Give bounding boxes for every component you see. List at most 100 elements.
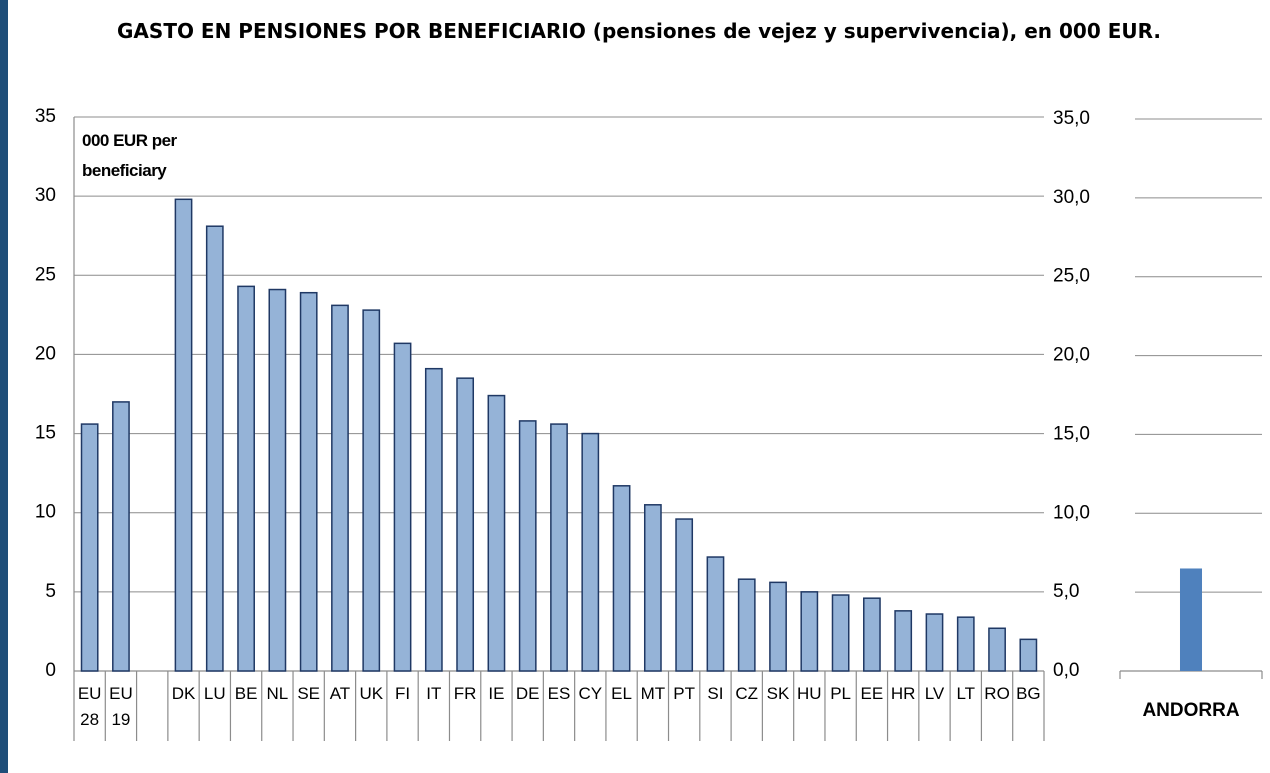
- bar: [612, 485, 631, 672]
- x-tick-label-box: LU: [203, 684, 226, 703]
- y-tick-label: 5: [45, 581, 56, 602]
- x-tick-label: ES: [547, 684, 571, 703]
- bar: [1179, 568, 1203, 671]
- x-tick-label-box: DE: [515, 684, 540, 703]
- x-tick-label-box: AT: [329, 684, 351, 703]
- x-tick-label: IT: [426, 684, 442, 703]
- bar: [863, 597, 881, 672]
- x-tick-label-box: EU 28: [77, 684, 102, 729]
- bar: [112, 401, 130, 672]
- x-tick-label-box: PL: [830, 684, 851, 703]
- bar: [706, 556, 725, 672]
- x-tick-label-box: HR: [890, 684, 916, 703]
- y-tick-label: 35: [35, 106, 56, 127]
- x-tick-label-box: CY: [578, 684, 603, 703]
- x-tick-label: DK: [171, 684, 196, 703]
- x-tick-label: PL: [830, 684, 851, 703]
- x-tick-label: PT: [673, 684, 696, 703]
- x-tick-label: ANDORRA: [1142, 700, 1239, 721]
- x-tick-label: EE: [860, 684, 884, 703]
- x-tick-label: MT: [640, 684, 666, 703]
- bar: [424, 367, 443, 672]
- x-tick-label-box: SI: [707, 684, 724, 703]
- bar: [769, 581, 787, 672]
- x-tick-label: HR: [890, 684, 916, 703]
- x-tick-label-box: DK: [171, 684, 196, 703]
- x-tick-label: CZ: [735, 684, 759, 703]
- bar: [362, 309, 381, 672]
- x-tick-label: FI: [394, 684, 411, 703]
- y-tick-label: 0: [45, 660, 56, 681]
- y-tick-label: 15: [35, 423, 56, 444]
- x-tick-label-box: FR: [453, 684, 477, 703]
- x-tick-label: LT: [956, 684, 976, 703]
- x-tick-label: EU 28: [77, 684, 102, 729]
- x-tick-label: HU: [797, 684, 822, 703]
- bar: [831, 594, 850, 672]
- x-tick-label-box: BG: [1016, 684, 1041, 703]
- y-tick-label: 20: [35, 343, 56, 364]
- bar: [925, 613, 944, 672]
- x-tick-label-box: RO: [984, 684, 1010, 703]
- x-tick-label-box: EE: [860, 684, 884, 703]
- x-tick-label-box: CZ: [735, 684, 759, 703]
- y-tick-label: 30: [35, 185, 56, 206]
- x-tick-label-box: HU: [797, 684, 822, 703]
- x-tick-label-box: IT: [426, 684, 442, 703]
- x-tick-label: RO: [984, 684, 1010, 703]
- x-tick-label: IE: [488, 684, 505, 703]
- x-tick-label: CY: [578, 684, 603, 703]
- bar: [1019, 638, 1038, 672]
- x-tick-label-box: BE: [235, 684, 258, 703]
- x-tick-label: LU: [203, 684, 226, 703]
- bar: [205, 225, 224, 672]
- y-tick-label: 15,0: [1053, 423, 1090, 444]
- y-tick-label: 10,0: [1053, 502, 1090, 523]
- x-tick-label-box: ES: [547, 684, 571, 703]
- x-tick-label: BG: [1016, 684, 1041, 703]
- bar: [237, 285, 255, 672]
- bar: [737, 578, 756, 672]
- bar: [800, 591, 819, 672]
- x-tick-label-box: EL: [611, 684, 632, 703]
- x-tick-label-box: EU 19: [109, 684, 133, 729]
- bar: [456, 377, 475, 672]
- bar: [487, 394, 506, 672]
- bar: [518, 420, 537, 672]
- x-tick-label: SK: [766, 684, 790, 703]
- bar: [894, 610, 913, 672]
- bar: [80, 423, 99, 672]
- x-tick-label: SI: [707, 684, 724, 703]
- bar: [299, 291, 318, 672]
- bar: [174, 198, 193, 672]
- x-tick-label-box: PT: [673, 684, 696, 703]
- bar: [675, 518, 694, 672]
- x-tick-label-box: LV: [924, 684, 945, 703]
- y-tick-label: 20,0: [1053, 345, 1090, 366]
- x-tick-label-box: SE: [297, 684, 321, 703]
- bar: [643, 504, 662, 672]
- x-tick-label-box: IE: [488, 684, 505, 703]
- x-tick-label: FR: [453, 684, 477, 703]
- y-tick-label: 30,0: [1053, 187, 1090, 208]
- x-tick-label: NL: [266, 684, 289, 703]
- bar: [550, 423, 568, 672]
- x-tick-label: LV: [924, 684, 945, 703]
- x-tick-label: AT: [329, 684, 351, 703]
- bar: [988, 627, 1006, 672]
- y-tick-label: 5,0: [1053, 581, 1079, 602]
- x-tick-label-box: SK: [766, 684, 790, 703]
- x-tick-label: DE: [515, 684, 540, 703]
- y-tick-label: 25,0: [1053, 266, 1090, 287]
- annotation-box: 000 EUR per beneficiary: [82, 131, 177, 180]
- annotation: 000 EUR per beneficiary: [82, 131, 177, 180]
- bar: [268, 288, 287, 672]
- bar: [331, 304, 349, 672]
- x-tick-label: SE: [297, 684, 321, 703]
- x-tick-label: EL: [611, 684, 632, 703]
- x-tick-label-box: NL: [266, 684, 289, 703]
- chart-title: GASTO EN PENSIONES POR BENEFICIARIO (pen…: [117, 19, 1161, 43]
- bar: [956, 616, 975, 672]
